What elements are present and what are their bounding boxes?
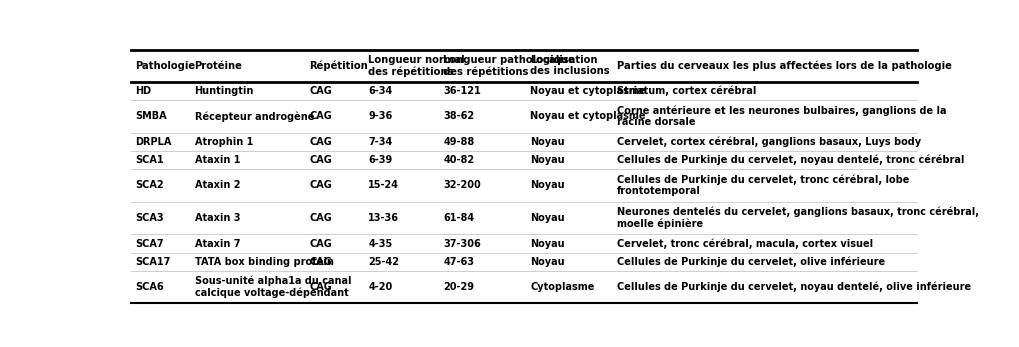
Text: HD: HD (136, 86, 152, 96)
Text: Cervelet, tronc cérébral, macula, cortex visuel: Cervelet, tronc cérébral, macula, cortex… (616, 238, 873, 249)
Text: Répétition: Répétition (309, 60, 368, 71)
Text: Localisation
des inclusions: Localisation des inclusions (530, 55, 609, 76)
Text: Neurones dentelés du cervelet, ganglions basaux, tronc cérébral,
moelle épinière: Neurones dentelés du cervelet, ganglions… (616, 207, 979, 229)
Text: 38-62: 38-62 (443, 111, 475, 121)
Text: Pathologie: Pathologie (136, 61, 196, 71)
Text: CAG: CAG (309, 180, 332, 190)
Text: 32-200: 32-200 (443, 180, 481, 190)
Text: Cellules de Purkinje du cervelet, olive inférieure: Cellules de Purkinje du cervelet, olive … (616, 256, 886, 267)
Text: Protéine: Protéine (195, 61, 243, 71)
Text: CAG: CAG (309, 86, 332, 96)
Text: Cervelet, cortex cérébral, ganglions basaux, Luys body: Cervelet, cortex cérébral, ganglions bas… (616, 136, 921, 147)
Text: SCA17: SCA17 (136, 257, 170, 266)
Text: Cellules de Purkinje du cervelet, noyau dentelé, tronc cérébral: Cellules de Purkinje du cervelet, noyau … (616, 155, 964, 165)
Text: Ataxin 7: Ataxin 7 (195, 238, 240, 248)
Text: SCA6: SCA6 (136, 282, 164, 292)
Text: Parties du cerveaux les plus affectées lors de la pathologie: Parties du cerveaux les plus affectées l… (616, 60, 952, 71)
Text: Noyau et cytoplasme: Noyau et cytoplasme (530, 111, 646, 121)
Text: 25-42: 25-42 (368, 257, 399, 266)
Text: Noyau et cytoplasme: Noyau et cytoplasme (530, 86, 646, 96)
Text: SCA1: SCA1 (136, 155, 164, 165)
Text: SCA3: SCA3 (136, 213, 164, 223)
Text: SCA2: SCA2 (136, 180, 164, 190)
Text: Sous-unité alpha1a du canal
calcique voltage-dépendant: Sous-unité alpha1a du canal calcique vol… (195, 276, 351, 298)
Text: 9-36: 9-36 (368, 111, 392, 121)
Text: Noyau: Noyau (530, 137, 565, 147)
Text: 4-35: 4-35 (368, 238, 392, 248)
Text: 15-24: 15-24 (368, 180, 399, 190)
Text: Noyau: Noyau (530, 180, 565, 190)
Text: 37-306: 37-306 (443, 238, 481, 248)
Text: Striatum, cortex cérébral: Striatum, cortex cérébral (616, 86, 756, 96)
Text: 61-84: 61-84 (443, 213, 475, 223)
Text: 36-121: 36-121 (443, 86, 481, 96)
Text: 20-29: 20-29 (443, 282, 474, 292)
Text: 49-88: 49-88 (443, 137, 475, 147)
Text: Cytoplasme: Cytoplasme (530, 282, 594, 292)
Text: CAG: CAG (309, 238, 332, 248)
Text: Récepteur androgène: Récepteur androgène (195, 111, 314, 121)
Text: Ataxin 2: Ataxin 2 (195, 180, 240, 190)
Text: 13-36: 13-36 (368, 213, 399, 223)
Text: DRPLA: DRPLA (136, 137, 171, 147)
Text: Corne antérieure et les neurones bulbaires, ganglions de la
racine dorsale: Corne antérieure et les neurones bulbair… (616, 105, 947, 127)
Text: CAG: CAG (309, 282, 332, 292)
Text: Noyau: Noyau (530, 257, 565, 266)
Text: Huntingtin: Huntingtin (195, 86, 254, 96)
Text: 40-82: 40-82 (443, 155, 475, 165)
Text: 6-34: 6-34 (368, 86, 392, 96)
Text: CAG: CAG (309, 111, 332, 121)
Text: 4-20: 4-20 (368, 282, 392, 292)
Text: SCA7: SCA7 (136, 238, 164, 248)
Text: Longueur normal
des répétitions: Longueur normal des répétitions (368, 54, 465, 77)
Text: 6-39: 6-39 (368, 155, 392, 165)
Text: Noyau: Noyau (530, 213, 565, 223)
Text: Atrophin 1: Atrophin 1 (195, 137, 253, 147)
Text: Longueur pathologique
des répétitions: Longueur pathologique des répétitions (443, 54, 575, 77)
Text: SMBA: SMBA (136, 111, 167, 121)
Text: Noyau: Noyau (530, 155, 565, 165)
Text: 7-34: 7-34 (368, 137, 392, 147)
Text: CAG: CAG (309, 257, 332, 266)
Text: Ataxin 1: Ataxin 1 (195, 155, 240, 165)
Text: Noyau: Noyau (530, 238, 565, 248)
Text: CAG: CAG (309, 213, 332, 223)
Text: Ataxin 3: Ataxin 3 (195, 213, 240, 223)
Text: Cellules de Purkinje du cervelet, tronc cérébral, lobe
frontotemporal: Cellules de Purkinje du cervelet, tronc … (616, 174, 909, 196)
Text: Cellules de Purkinje du cervelet, noyau dentelé, olive inférieure: Cellules de Purkinje du cervelet, noyau … (616, 282, 971, 293)
Text: CAG: CAG (309, 155, 332, 165)
Text: CAG: CAG (309, 137, 332, 147)
Text: TATA box binding protein: TATA box binding protein (195, 257, 333, 266)
Text: 47-63: 47-63 (443, 257, 474, 266)
